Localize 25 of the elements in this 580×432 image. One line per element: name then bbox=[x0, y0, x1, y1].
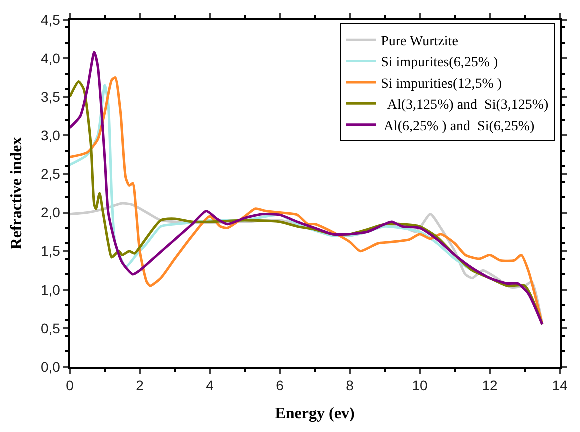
legend-label: Pure Wurtzite bbox=[381, 34, 458, 50]
y-tick-label: 2,5 bbox=[40, 166, 61, 182]
x-tick-label: 14 bbox=[552, 378, 568, 394]
x-tick-label: 10 bbox=[412, 378, 428, 394]
x-tick-label: 2 bbox=[136, 378, 144, 394]
y-tick-label: 1,5 bbox=[40, 243, 61, 260]
x-tick-label: 12 bbox=[482, 378, 498, 394]
legend-label: Al(3,125%) and Si(3,125%) bbox=[381, 98, 550, 114]
x-tick-label: 0 bbox=[66, 378, 74, 394]
y-tick-label: 4,0 bbox=[40, 50, 61, 66]
y-tick-label: 3,0 bbox=[40, 128, 61, 144]
legend-label: Si impurites(6,25% ) bbox=[381, 56, 498, 71]
y-tick-label: 0,0 bbox=[40, 358, 61, 375]
legend-label: Al(6,25% ) and Si(6,25%) bbox=[381, 119, 536, 134]
x-tick-label: 8 bbox=[346, 378, 354, 394]
y-tick-label: 0,5 bbox=[40, 320, 61, 336]
x-axis-title: Energy (ev) bbox=[275, 406, 355, 423]
y-tick-label: 1,0 bbox=[40, 282, 61, 298]
x-tick-label: 6 bbox=[276, 378, 284, 394]
legend-label: Si impurities(12,5% ) bbox=[381, 76, 502, 92]
y-tick-label: 2,0 bbox=[40, 204, 61, 221]
y-tick-label: 3,5 bbox=[40, 89, 61, 106]
y-tick-label: 4,5 bbox=[40, 12, 61, 28]
y-axis-title: Refractive index bbox=[8, 137, 26, 250]
x-tick-label: 4 bbox=[206, 378, 214, 394]
